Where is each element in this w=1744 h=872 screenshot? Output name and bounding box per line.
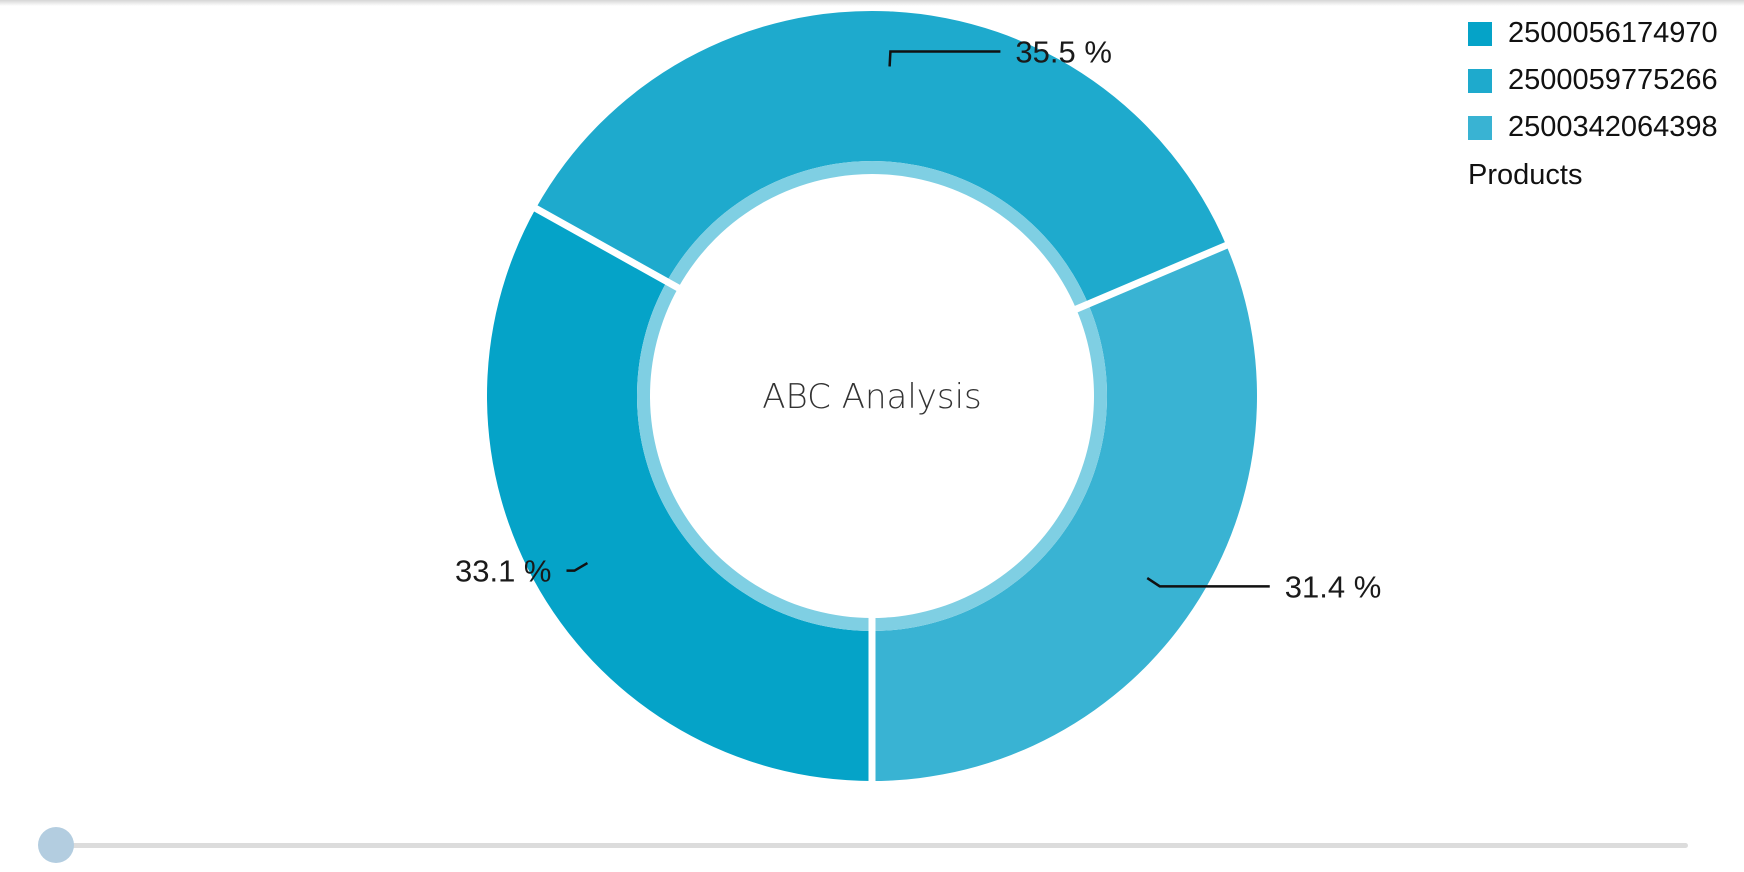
leader-line-2500059775266: [888, 50, 1001, 67]
legend-label: 2500056174970: [1508, 17, 1718, 49]
slice-label-2500342064398: 31.4 %: [1285, 569, 1382, 604]
slices-layer: [486, 10, 1257, 782]
slice-gaps: [532, 204, 1230, 783]
center-title: ABC Analysis: [762, 377, 982, 417]
inner-ring-segment-2500059775266: [666, 160, 1089, 310]
donut-slice-2500059775266[interactable]: [535, 10, 1227, 305]
inner-ring-segment-2500056174970: [637, 281, 872, 631]
inner-ring-segment-2500342064398: [872, 304, 1107, 631]
legend-swatch: [1468, 21, 1492, 46]
slice-gap-2: [1073, 241, 1230, 314]
legend-item-2500059775266[interactable]: 2500059775266: [1468, 57, 1738, 104]
legend-swatch: [1468, 68, 1492, 93]
top-shadow: [0, 0, 1744, 6]
donut-slice-2500056174970[interactable]: [486, 208, 872, 782]
slice-gap-1: [532, 204, 682, 292]
range-slider-track[interactable]: [56, 843, 1688, 848]
legend-item-2500056174970[interactable]: 2500056174970: [1468, 10, 1738, 57]
legend-label: 2500059775266: [1508, 64, 1718, 96]
legend-label: 2500342064398: [1508, 111, 1718, 143]
slice-label-2500059775266: 35.5 %: [1015, 34, 1112, 69]
leader-line-2500056174970: [566, 562, 589, 572]
slice-labels-layer: 33.1 % 35.5 % 31.4 %: [455, 34, 1381, 604]
slice-label-2500056174970: 33.1 %: [455, 554, 552, 589]
legend-items: 2500056174970 2500059775266 2500342064398: [1468, 10, 1738, 151]
legend-title: Products: [1468, 159, 1583, 191]
legend-item-2500342064398[interactable]: 2500342064398: [1468, 104, 1738, 151]
donut-slice-2500342064398[interactable]: [872, 245, 1257, 781]
range-slider-thumb[interactable]: [38, 827, 74, 863]
leader-line-2500342064398: [1146, 577, 1270, 588]
legend: 2500056174970 2500059775266 2500342064398 …: [1468, 10, 1738, 192]
inner-ring-layer: [637, 160, 1107, 631]
legend-swatch: [1468, 115, 1492, 140]
